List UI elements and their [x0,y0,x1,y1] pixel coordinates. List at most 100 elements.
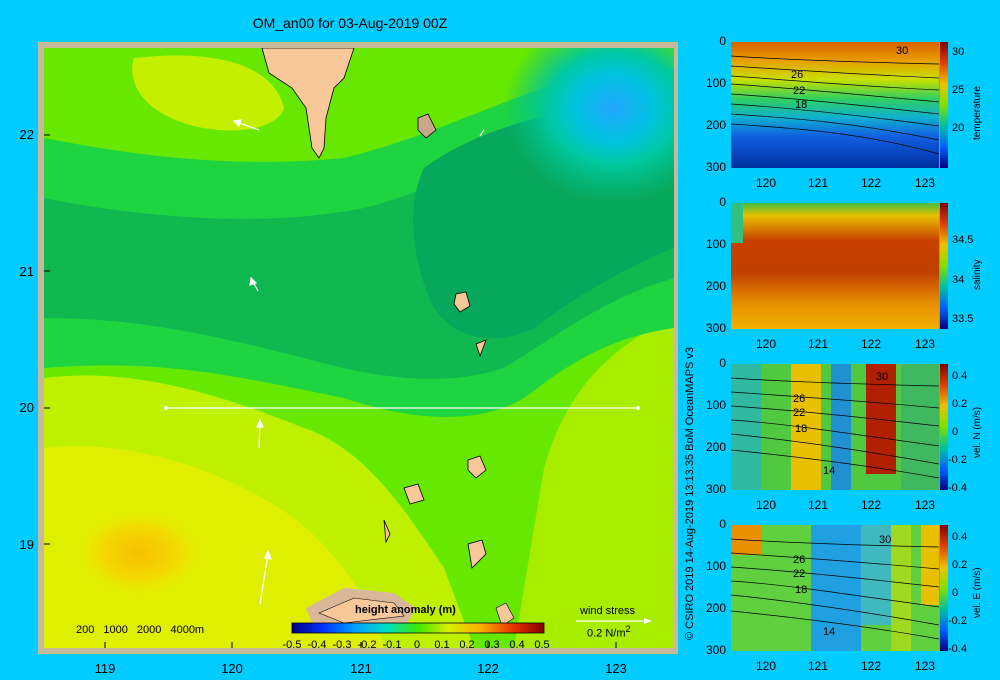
cbar-tick: -0.5 [282,639,302,651]
vele-section[interactable]: 30 26 22 18 14 [731,525,939,651]
height-colorbar [291,622,545,634]
salinity-edge [731,203,743,243]
vele-contours [731,538,939,640]
y-tick: 100 [705,559,726,573]
eddy [504,48,674,203]
x-tick: 121 [807,498,829,512]
cbar-tick: 34.5 [952,234,974,246]
cbar-tick: 0 [413,639,421,651]
cbar-tick: -0.2 [948,615,967,627]
cbar-tick: -0.4 [307,639,327,651]
wind-arrows [232,119,485,605]
x-tick: 122 [860,176,882,190]
y-tick: 0 [719,34,726,48]
map-ticks [44,134,617,648]
field-right-lower [514,318,674,648]
salinity-section[interactable] [731,203,939,329]
y-tick: 200 [705,279,726,293]
island-5 [403,483,425,505]
depth-legend: 200 1000 2000 4000m [76,624,205,636]
island-4 [467,455,487,479]
cbar-tick: 0.4 [509,639,525,651]
y-tick: 100 [705,76,726,90]
y-tick: 300 [705,482,726,496]
cbar-tick: 0.5 [534,639,550,651]
salinity-field [731,203,939,329]
cbar-tick: 0.2 [459,639,475,651]
contour-label: 26 [793,554,805,566]
y-tick: 200 [705,118,726,132]
land-luzon [318,597,405,624]
panel-var-label: salinity [972,259,983,290]
field-orange [79,511,199,595]
cbar-tick: 30 [952,46,965,58]
field-yellow [44,446,384,648]
contour-label: 18 [795,584,807,596]
contour-label: 18 [795,99,807,111]
cbar-tick: 0.4 [952,370,968,382]
y-tick: 0 [719,517,726,531]
contour-label: 30 [876,371,888,383]
contour-label: 26 [793,393,805,405]
lon-tick-122: 122 [477,661,499,676]
y-tick: 200 [705,601,726,615]
contour-label: 14 [823,626,835,638]
veln-colorbar [940,364,948,490]
wind-scale-arrowhead [644,618,652,624]
cbar-tick: 0.2 [952,559,968,571]
veln-contours [731,377,939,479]
x-tick: 121 [807,659,829,673]
x-tick: 120 [755,659,777,673]
cbar-tick: 0 [952,426,959,438]
island-1 [417,113,437,139]
cbar-tick: -0.2 [948,454,967,466]
x-tick: 123 [914,337,936,351]
cbar-tick: 34 [952,274,965,286]
x-tick: 121 [807,176,829,190]
x-tick: 122 [860,337,882,351]
y-tick: 100 [705,398,726,412]
sea-level-map[interactable] [44,48,674,648]
salinity-colorbar [940,203,948,329]
island-6 [383,519,391,544]
x-tick: 123 [914,498,936,512]
cbar-tick: -0.1 [382,639,402,651]
cbar-tick: 0 [952,587,959,599]
vele-colorbar [940,525,948,651]
x-tick: 120 [755,498,777,512]
temperature-section[interactable]: 30 26 22 18 [731,42,939,168]
contour-label: 22 [793,407,805,419]
y-tick: 300 [705,643,726,657]
transect-end[interactable] [636,406,640,410]
cbar-tick: -0.3 [332,639,352,651]
contour-label: 22 [793,85,805,97]
field-topleft [132,55,284,131]
contour-label: 30 [879,534,891,546]
island-2 [453,291,471,313]
cbar-tick: 0.4 [952,531,968,543]
x-tick: 123 [914,176,936,190]
cbar-tick: 33.5 [952,313,974,325]
contour-label: 30 [896,45,908,57]
lon-tick-123: 123 [605,661,627,676]
transect-start[interactable] [164,406,168,410]
cbar-tick: 0.1 [434,639,450,651]
x-tick: 122 [860,498,882,512]
cbar-tick: -0.4 [948,643,967,655]
wind-stress-unit: 0.2 N/m2 [587,624,631,640]
lon-tick-119: 119 [94,661,116,676]
cbar-tick: 0.3 [484,639,500,651]
y-tick: 300 [705,160,726,174]
wind-stress-label: wind stress [580,605,636,617]
veln-section[interactable]: 30 26 22 18 14 [731,364,939,490]
cbar-tick: 0.2 [952,398,968,410]
x-tick: 122 [860,659,882,673]
lat-tick-19: 19 [19,537,34,552]
land-taiwan [261,48,355,159]
map-title: OM_an00 for 03-Aug-2019 00Z [252,15,448,31]
x-tick: 121 [807,337,829,351]
y-tick: 200 [705,440,726,454]
temperature-colorbar [940,42,948,168]
lat-tick-21: 21 [19,264,34,279]
cbar-tick: -0.2 [357,639,377,651]
